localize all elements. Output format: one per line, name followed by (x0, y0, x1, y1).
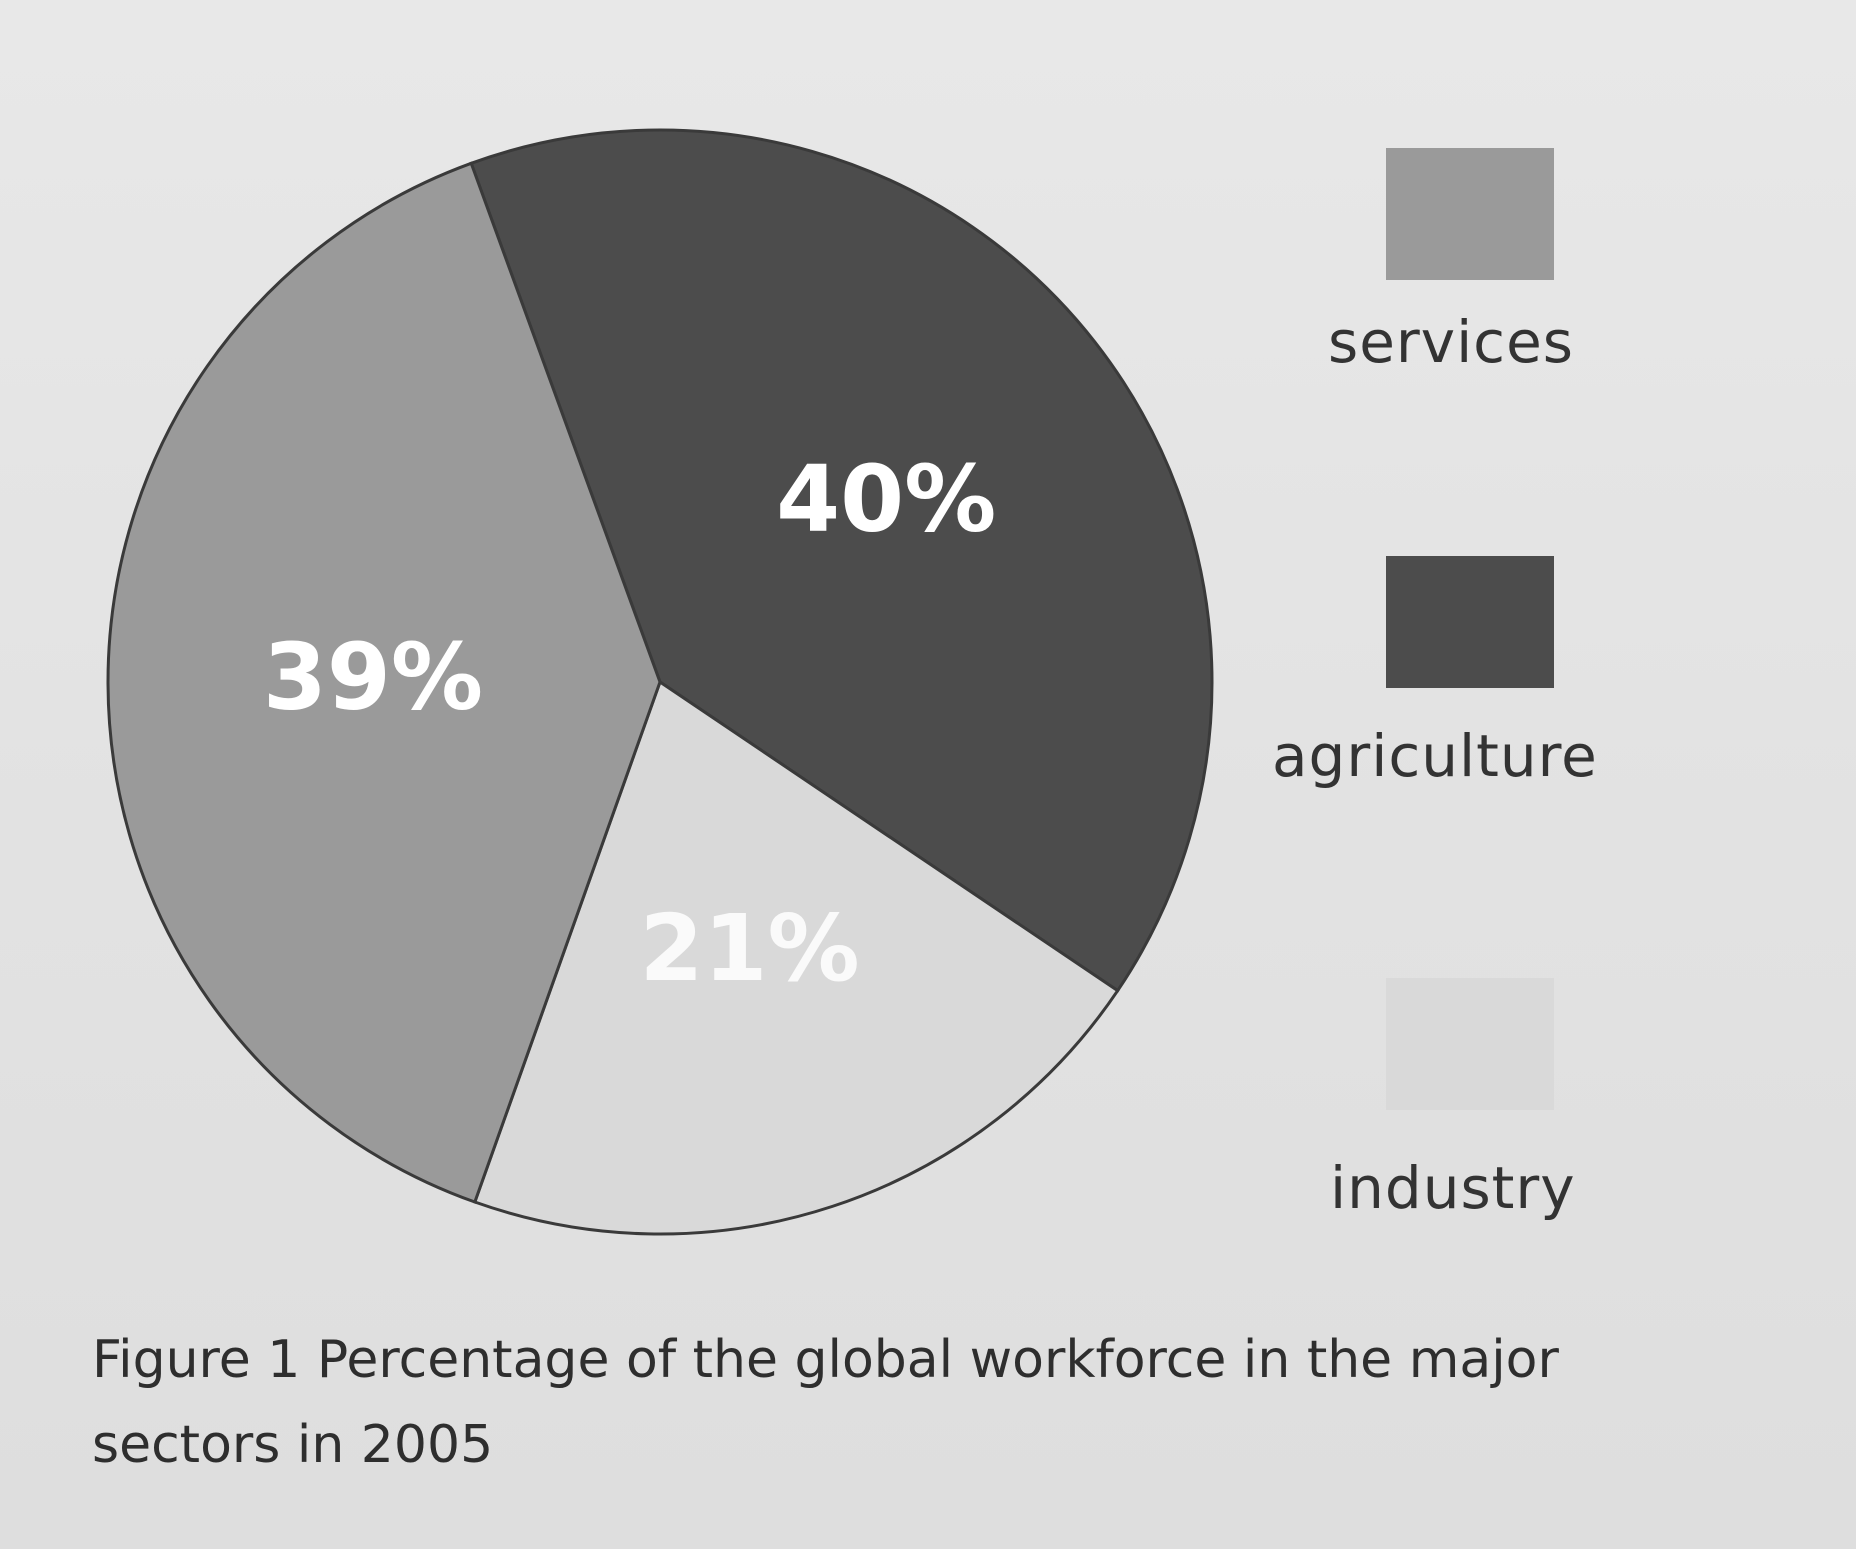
pie-value-label-industry: 21% (640, 895, 860, 1002)
legend-label-industry: industry (1330, 1154, 1576, 1222)
pie-value-label-services: 39% (263, 623, 483, 730)
pie-value-labels: 40% 21% 39% (263, 446, 996, 1002)
legend-swatch-industry (1386, 978, 1554, 1110)
pie-slice-industry (472, 679, 1120, 1236)
pie-slices (106, 128, 1214, 1236)
figure-caption: Figure 1 Percentage of the global workfo… (92, 1330, 1559, 1475)
legend-swatch-services (1386, 148, 1554, 280)
legend-label-services: services (1328, 308, 1574, 376)
pie-slice-agriculture (469, 128, 1214, 993)
pie-value-label-agriculture: 40% (776, 446, 996, 553)
pie-slice-services (106, 161, 662, 1204)
legend-label-agriculture: agriculture (1272, 722, 1598, 790)
legend-swatch-agriculture (1386, 556, 1554, 688)
